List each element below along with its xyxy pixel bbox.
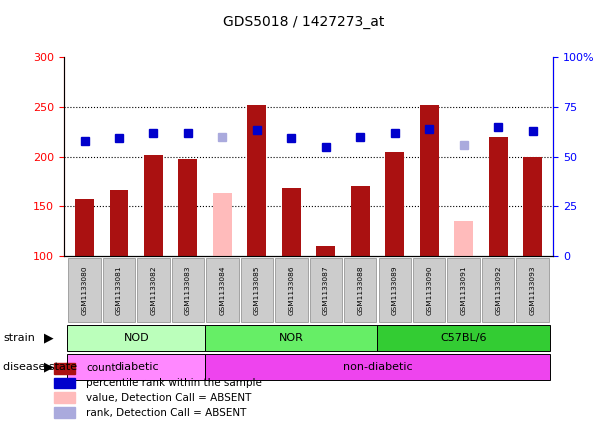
Text: rank, Detection Call = ABSENT: rank, Detection Call = ABSENT xyxy=(86,408,246,418)
Text: non-diabetic: non-diabetic xyxy=(343,362,412,372)
FancyBboxPatch shape xyxy=(67,325,205,351)
Bar xyxy=(109,190,128,256)
Text: ▶: ▶ xyxy=(44,360,54,373)
Bar xyxy=(213,193,232,256)
Text: GSM1133081: GSM1133081 xyxy=(116,265,122,315)
FancyBboxPatch shape xyxy=(137,258,170,322)
Text: value, Detection Call = ABSENT: value, Detection Call = ABSENT xyxy=(86,393,252,403)
FancyBboxPatch shape xyxy=(67,354,205,380)
Text: GSM1133091: GSM1133091 xyxy=(461,265,467,315)
FancyBboxPatch shape xyxy=(241,258,273,322)
Bar xyxy=(54,363,75,374)
Text: GSM1133083: GSM1133083 xyxy=(185,265,191,315)
FancyBboxPatch shape xyxy=(378,325,550,351)
Text: GSM1133085: GSM1133085 xyxy=(254,265,260,315)
Text: NOD: NOD xyxy=(123,333,149,343)
Text: diabetic: diabetic xyxy=(114,362,159,372)
Bar xyxy=(454,221,473,256)
Bar xyxy=(75,199,94,256)
FancyBboxPatch shape xyxy=(275,258,308,322)
Text: GSM1133086: GSM1133086 xyxy=(288,265,294,315)
Text: GSM1133087: GSM1133087 xyxy=(323,265,329,315)
Text: percentile rank within the sample: percentile rank within the sample xyxy=(86,378,262,388)
Bar xyxy=(54,378,75,388)
FancyBboxPatch shape xyxy=(205,325,378,351)
FancyBboxPatch shape xyxy=(171,258,204,322)
Bar xyxy=(523,157,542,256)
FancyBboxPatch shape xyxy=(206,258,238,322)
Bar xyxy=(385,151,404,256)
Text: GSM1133084: GSM1133084 xyxy=(219,265,226,315)
Bar xyxy=(178,159,198,256)
FancyBboxPatch shape xyxy=(516,258,549,322)
Bar xyxy=(144,154,163,256)
Text: strain: strain xyxy=(3,333,35,343)
Text: GSM1133080: GSM1133080 xyxy=(81,265,88,315)
FancyBboxPatch shape xyxy=(379,258,411,322)
Text: count: count xyxy=(86,363,116,373)
FancyBboxPatch shape xyxy=(344,258,376,322)
Text: GSM1133090: GSM1133090 xyxy=(426,265,432,315)
FancyBboxPatch shape xyxy=(205,354,550,380)
Text: GSM1133092: GSM1133092 xyxy=(495,265,501,315)
FancyBboxPatch shape xyxy=(482,258,514,322)
Bar xyxy=(54,407,75,418)
Bar xyxy=(282,188,301,256)
Text: GSM1133082: GSM1133082 xyxy=(150,265,156,315)
Text: GSM1133093: GSM1133093 xyxy=(530,265,536,315)
Bar xyxy=(247,105,266,256)
Bar xyxy=(316,246,335,256)
Text: GDS5018 / 1427273_at: GDS5018 / 1427273_at xyxy=(223,15,385,29)
FancyBboxPatch shape xyxy=(309,258,342,322)
Text: GSM1133089: GSM1133089 xyxy=(392,265,398,315)
FancyBboxPatch shape xyxy=(413,258,446,322)
Bar xyxy=(54,393,75,403)
Bar xyxy=(351,186,370,256)
Text: NOR: NOR xyxy=(279,333,304,343)
Bar xyxy=(489,137,508,256)
Bar xyxy=(420,105,439,256)
FancyBboxPatch shape xyxy=(447,258,480,322)
Text: ▶: ▶ xyxy=(44,332,54,344)
FancyBboxPatch shape xyxy=(103,258,135,322)
Text: C57BL/6: C57BL/6 xyxy=(440,333,487,343)
Text: disease state: disease state xyxy=(3,362,77,372)
FancyBboxPatch shape xyxy=(68,258,101,322)
Text: GSM1133088: GSM1133088 xyxy=(358,265,363,315)
